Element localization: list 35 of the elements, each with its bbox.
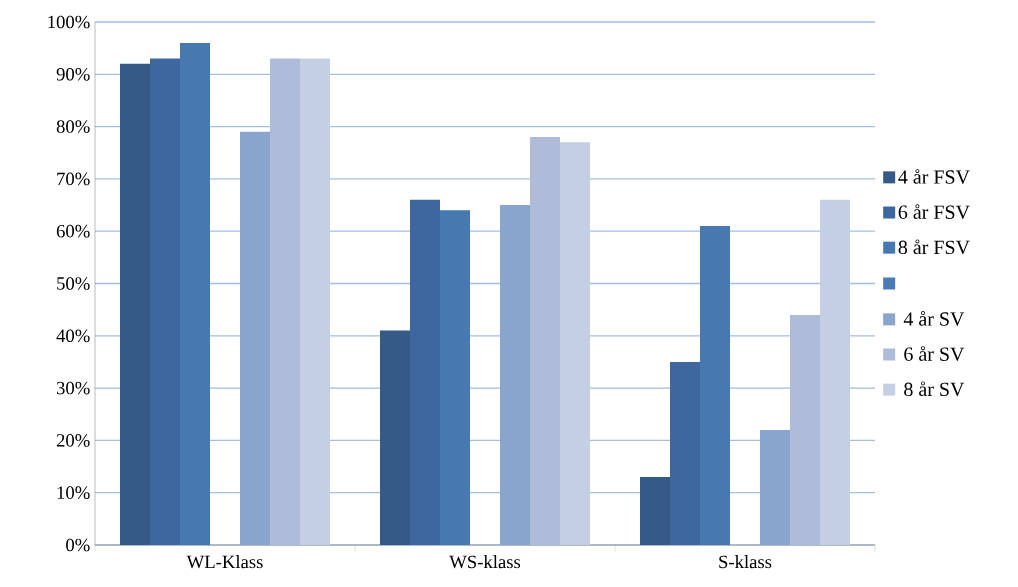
legend-label: 6 år FSV	[898, 204, 970, 220]
y-tick-label: 100%	[48, 15, 90, 29]
bar	[500, 205, 530, 545]
legend-label: 6 år SV	[904, 346, 965, 362]
legend-label: 4 år FSV	[898, 169, 970, 184]
y-tick-label: 60%	[56, 224, 90, 238]
x-tick-label: S-klass	[719, 555, 772, 569]
bar	[150, 58, 180, 545]
y-tick-label: 50%	[57, 277, 90, 290]
legend-label: 4 år SV	[903, 311, 965, 326]
y-tick-label: 70%	[57, 172, 90, 186]
bar	[380, 330, 410, 545]
bar	[410, 199, 440, 545]
bar	[700, 225, 730, 545]
bar	[760, 429, 790, 545]
y-tick-label: 30%	[56, 381, 90, 395]
x-tick-label: WS-klass	[449, 555, 521, 569]
bar	[120, 63, 150, 545]
bar	[820, 199, 850, 545]
y-tick-label: 80%	[56, 120, 90, 133]
legend-label: 8 år SV	[904, 381, 965, 397]
y-tick-label: 40%	[56, 329, 90, 343]
bar	[560, 142, 590, 545]
bar	[240, 131, 270, 545]
bar	[440, 210, 470, 545]
y-tick-label: 0%	[66, 538, 90, 552]
x-tick-label: WL-Klass	[186, 555, 263, 569]
bar	[670, 361, 700, 545]
bar	[180, 42, 210, 545]
bar	[640, 477, 670, 545]
y-tick-label: 20%	[56, 434, 90, 447]
y-tick-label: 90%	[56, 67, 90, 81]
y-tick-label: 10%	[57, 486, 90, 500]
legend-label: 8 år FSV	[898, 239, 970, 255]
bar	[300, 58, 330, 545]
